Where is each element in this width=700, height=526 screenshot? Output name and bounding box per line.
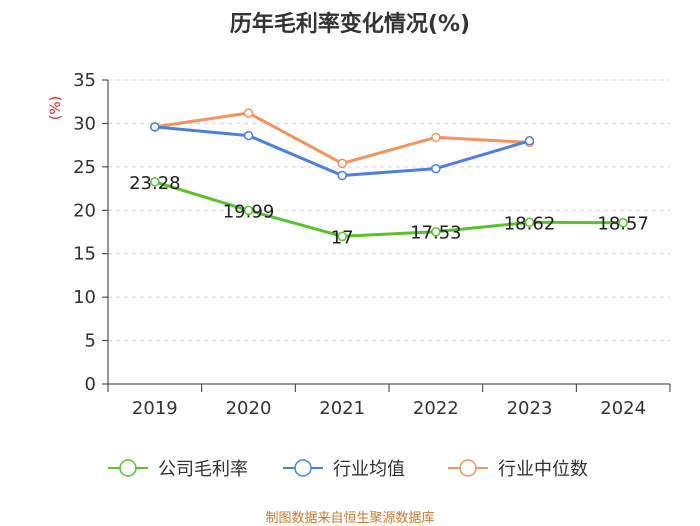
x-tick-label: 2021 <box>319 398 365 419</box>
series-line <box>154 111 530 165</box>
data-source-note: 制图数据来自恒生聚源数据库 <box>265 511 435 526</box>
x-tick-label: 2024 <box>600 398 646 419</box>
data-point[interactable] <box>150 177 160 187</box>
data-label: 23.28 <box>129 173 181 194</box>
y-tick-label: 0 <box>85 374 96 395</box>
data-point[interactable] <box>150 122 160 132</box>
legend-marker <box>459 459 477 477</box>
data-point[interactable] <box>243 108 254 118</box>
legend-marker <box>119 459 137 477</box>
data-point[interactable] <box>524 217 535 228</box>
data-point[interactable] <box>524 136 535 146</box>
data-label: 18.62 <box>504 213 556 234</box>
y-tick-label: 10 <box>73 287 96 308</box>
data-label: 17.53 <box>410 223 462 244</box>
y-tick-label: 15 <box>73 244 96 265</box>
y-tick-label: 25 <box>73 157 96 178</box>
y-axis-label: (%) <box>48 96 64 120</box>
x-tick-label: 2020 <box>226 398 272 419</box>
data-point[interactable] <box>337 231 347 242</box>
x-tick-label: 2023 <box>507 398 553 419</box>
data-label: 18.57 <box>597 214 649 235</box>
legend-label[interactable]: 行业均值 <box>333 459 405 480</box>
x-tick-label: 2022 <box>413 398 459 419</box>
y-tick-label: 5 <box>85 331 96 352</box>
data-label: 17 <box>331 227 354 248</box>
series-line <box>154 180 624 238</box>
data-point[interactable] <box>431 132 441 143</box>
data-point[interactable] <box>243 205 254 216</box>
y-tick-label: 20 <box>73 200 96 221</box>
chart-title: 历年毛利率变化情况(%) <box>229 12 471 37</box>
data-label: 19.99 <box>223 201 275 222</box>
data-point[interactable] <box>337 158 347 169</box>
legend-label[interactable]: 公司毛利率 <box>158 459 248 480</box>
data-point[interactable] <box>337 170 347 181</box>
data-point[interactable] <box>431 163 441 174</box>
y-tick-label: 35 <box>73 70 96 91</box>
legend-marker <box>294 459 312 477</box>
data-point[interactable] <box>243 130 254 141</box>
series-line <box>154 125 530 177</box>
data-point[interactable] <box>431 226 441 237</box>
data-point[interactable] <box>618 217 628 228</box>
legend-label[interactable]: 行业中位数 <box>498 459 588 480</box>
y-tick-label: 30 <box>73 113 96 134</box>
x-tick-label: 2019 <box>132 398 178 419</box>
